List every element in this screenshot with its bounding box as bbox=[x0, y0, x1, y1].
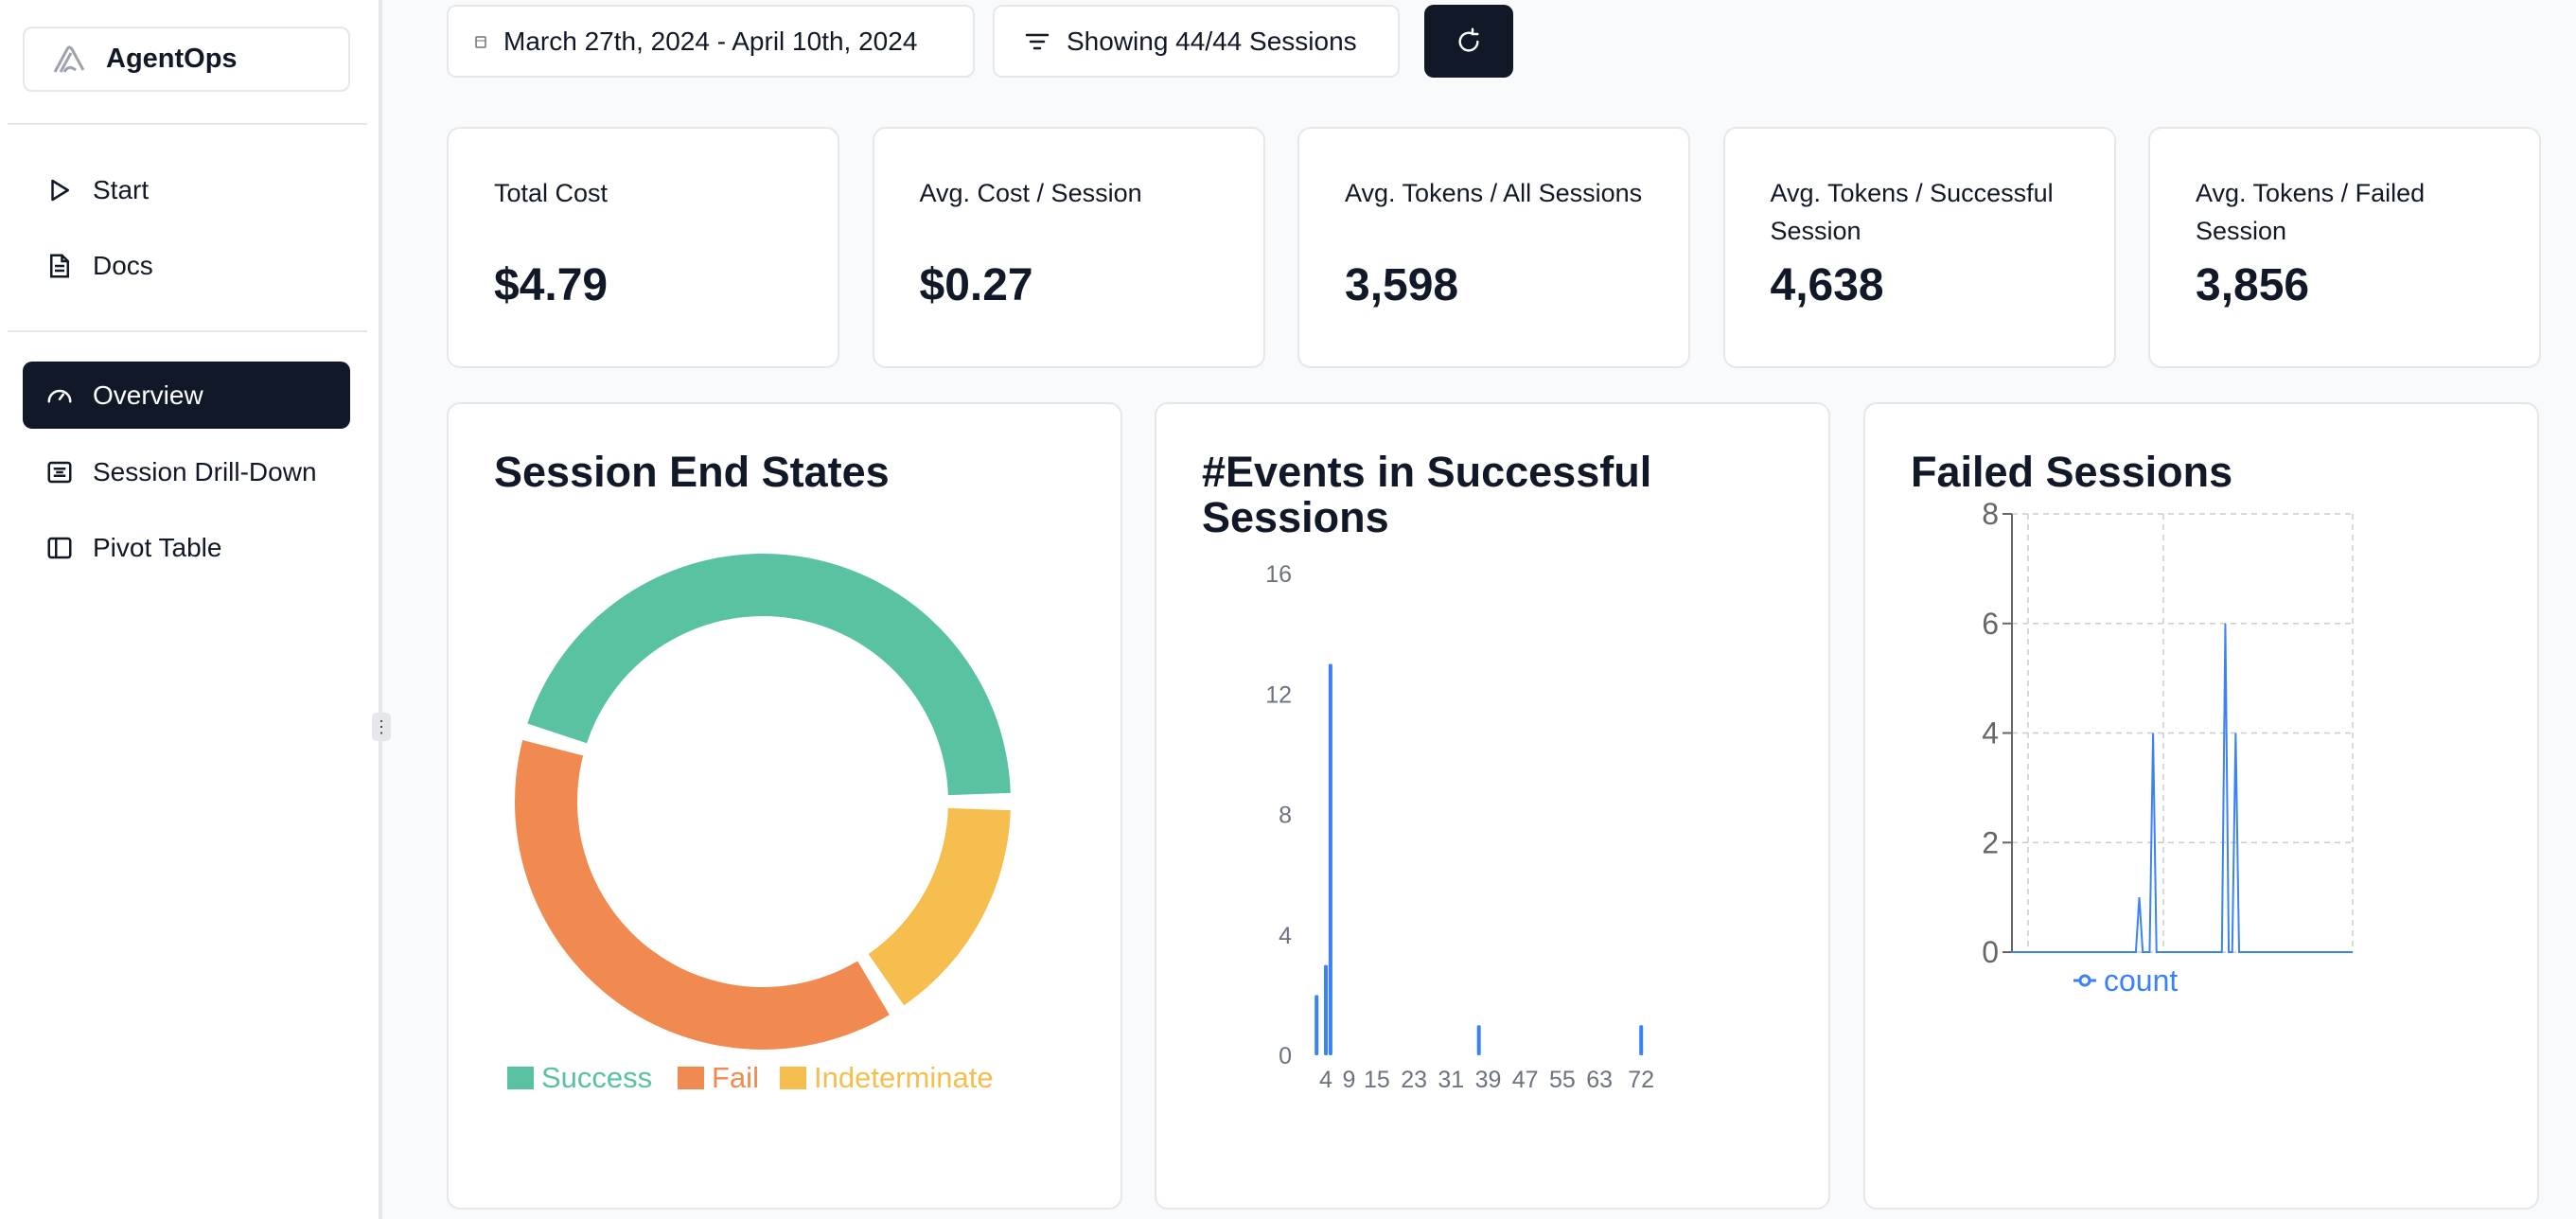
stat-card: Total Cost $4.79 bbox=[447, 127, 839, 368]
legend-label: Fail bbox=[712, 1061, 759, 1094]
line-chart: 0 2 4 6 8 count bbox=[1982, 497, 2354, 998]
x-tick-label: 47 bbox=[1512, 1067, 1539, 1093]
sidebar-item-label: Session Drill-Down bbox=[93, 456, 317, 486]
sidebar-item-label: Pivot Table bbox=[93, 532, 222, 562]
legend-swatch bbox=[507, 1067, 534, 1089]
donut-chart: Success Fail Indeterminate bbox=[507, 554, 1011, 1094]
agentops-logo-icon bbox=[53, 45, 85, 73]
sidebar-item-session-drill-down[interactable]: Session Drill-Down bbox=[23, 438, 350, 505]
panel-icon bbox=[47, 537, 72, 558]
stat-value: $0.27 bbox=[919, 260, 1033, 310]
session-end-states-card: Session End States Success Fail Indetermin… bbox=[447, 402, 1122, 1210]
chart-title: Session End States bbox=[494, 448, 890, 496]
sidebar-resize-handle[interactable]: ⋮ bbox=[372, 713, 391, 741]
stat-label: Total Cost bbox=[494, 179, 609, 207]
refresh-button[interactable] bbox=[1424, 5, 1513, 78]
stat-value: $4.79 bbox=[494, 260, 609, 310]
stat-value: 3,598 bbox=[1345, 260, 1459, 310]
x-tick-label: 63 bbox=[1586, 1067, 1613, 1093]
divider bbox=[8, 123, 367, 125]
pie-slice-fail bbox=[515, 740, 890, 1050]
sidebar-item-overview[interactable]: Overview bbox=[23, 362, 350, 429]
legend-marker-icon bbox=[2078, 974, 2091, 987]
sidebar-item-label: Overview bbox=[93, 380, 203, 410]
sidebar-item-docs[interactable]: Docs bbox=[23, 232, 350, 299]
gauge-icon bbox=[47, 389, 72, 402]
filter-icon bbox=[1025, 33, 1050, 49]
stat-label: Avg. Tokens / All Sessions bbox=[1345, 179, 1643, 207]
bar bbox=[1314, 995, 1319, 1055]
x-tick-label: 55 bbox=[1549, 1067, 1576, 1093]
y-tick-label: 0 bbox=[1982, 935, 1999, 969]
stat-card: Avg. Tokens / All Sessions 3,598 bbox=[1297, 127, 1690, 368]
stat-label: Avg. Cost / Session bbox=[919, 179, 1142, 207]
stat-card: Avg. Tokens / Failed Session 3,856 bbox=[2148, 127, 2541, 368]
series-line-count bbox=[2012, 623, 2353, 953]
failed-sessions-card: Failed Sessions 0 2 4 6 8 count bbox=[1863, 402, 2539, 1210]
x-tick-label: 15 bbox=[1364, 1067, 1390, 1093]
bar bbox=[1476, 1025, 1481, 1055]
x-tick-label: 4 bbox=[1319, 1067, 1332, 1093]
app-name: AgentOps bbox=[106, 44, 238, 74]
chart-title: #Events in Successful Sessions bbox=[1202, 448, 1652, 541]
stat-label: Avg. Tokens / Failed Session bbox=[2196, 179, 2426, 245]
y-tick-label: 12 bbox=[1265, 681, 1292, 708]
x-tick-label: 9 bbox=[1343, 1067, 1356, 1093]
bar bbox=[1324, 964, 1328, 1055]
stat-value: 3,856 bbox=[2196, 260, 2310, 310]
x-tick-label: 23 bbox=[1401, 1067, 1427, 1093]
legend-label: count bbox=[2104, 963, 2178, 998]
sidebar-item-label: Docs bbox=[93, 250, 153, 280]
bar bbox=[1328, 663, 1332, 1055]
y-tick-label: 8 bbox=[1279, 803, 1292, 829]
x-tick-label: 31 bbox=[1438, 1067, 1464, 1093]
y-tick-label: 8 bbox=[1982, 497, 1999, 531]
stat-label: Avg. Tokens / Successful Session bbox=[1770, 179, 2054, 245]
legend-label: Indeterminate bbox=[814, 1061, 994, 1094]
app-logo-button[interactable]: AgentOps bbox=[23, 26, 350, 92]
sidebar-item-start[interactable]: Start bbox=[23, 156, 350, 223]
play-icon bbox=[51, 179, 69, 201]
x-tick-label: 39 bbox=[1475, 1067, 1502, 1093]
y-tick-label: 4 bbox=[1279, 923, 1292, 949]
y-tick-label: 4 bbox=[1982, 716, 1999, 751]
legend-swatch bbox=[780, 1067, 806, 1089]
divider bbox=[8, 330, 367, 332]
pie-slice-success bbox=[527, 554, 1011, 796]
y-tick-label: 6 bbox=[1982, 607, 1999, 641]
calendar-icon bbox=[475, 35, 486, 48]
sidebar-item-label: Start bbox=[93, 174, 150, 204]
y-tick-label: 2 bbox=[1982, 825, 1999, 859]
sidebar: AgentOps Start Docs Overview Session Dri… bbox=[0, 0, 382, 1219]
date-range-text: March 27th, 2024 - April 10th, 2024 bbox=[503, 26, 918, 56]
list-icon bbox=[47, 461, 72, 483]
session-filter-button[interactable]: Showing 44/44 Sessions bbox=[993, 5, 1400, 78]
stat-card: Avg. Cost / Session $0.27 bbox=[872, 127, 1265, 368]
y-tick-label: 16 bbox=[1265, 561, 1292, 588]
y-tick-label: 0 bbox=[1279, 1043, 1292, 1069]
filter-text: Showing 44/44 Sessions bbox=[1067, 26, 1357, 56]
x-tick-label: 72 bbox=[1628, 1067, 1654, 1093]
stat-card: Avg. Tokens / Successful Session 4,638 bbox=[1722, 127, 2116, 368]
legend-label: Success bbox=[541, 1061, 652, 1094]
date-range-picker[interactable]: March 27th, 2024 - April 10th, 2024 bbox=[447, 5, 975, 78]
chart-title: Failed Sessions bbox=[1911, 448, 2233, 496]
pie-slice-indeterminate bbox=[868, 807, 1011, 1006]
bar bbox=[1639, 1025, 1644, 1055]
stat-value: 4,638 bbox=[1770, 260, 1884, 310]
legend-swatch bbox=[678, 1067, 704, 1089]
refresh-icon bbox=[1458, 26, 1479, 52]
document-icon bbox=[50, 254, 69, 277]
sidebar-item-pivot-table[interactable]: Pivot Table bbox=[23, 514, 350, 581]
events-successful-sessions-card: #Events in Successful Sessions 0 4 8 12 16 4 9… bbox=[1155, 402, 1830, 1210]
